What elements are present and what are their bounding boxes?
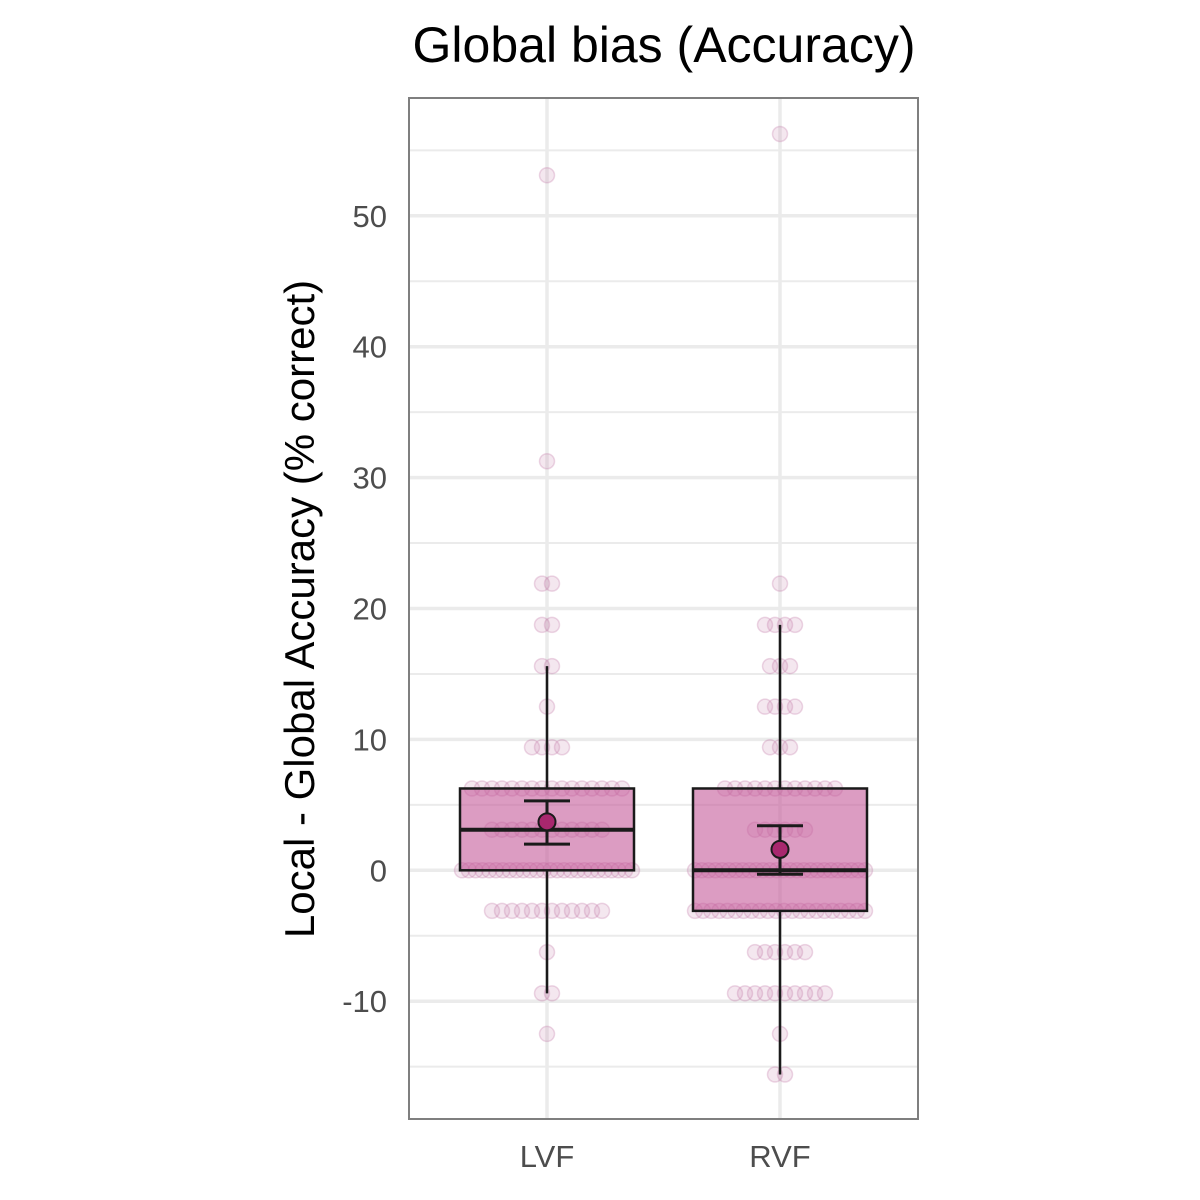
mean-markers: [524, 799, 803, 876]
data-point: [726, 985, 744, 1002]
data-point: [756, 616, 774, 634]
data-point: [513, 902, 531, 920]
data-point: [786, 985, 804, 1002]
boxes: [458, 624, 869, 1075]
data-point: [543, 616, 561, 634]
y-tick-label: -10: [342, 984, 387, 1019]
y-axis-label: Local - Global Accuracy (% correct): [276, 280, 323, 938]
data-point: [538, 1025, 556, 1043]
data-point: [573, 902, 591, 920]
data-point: [761, 657, 779, 675]
data-point: [786, 616, 804, 634]
data-point: [523, 739, 541, 756]
mean-point: [770, 839, 790, 859]
data-point: [563, 902, 581, 920]
data-point: [533, 575, 551, 592]
data-point: [543, 575, 561, 592]
data-point: [593, 902, 611, 920]
data-point: [493, 902, 511, 920]
data-point: [523, 902, 541, 920]
x-tick-label: LVF: [520, 1139, 575, 1174]
data-point: [816, 985, 834, 1002]
data-point: [756, 985, 774, 1002]
data-point: [746, 943, 764, 961]
jitter-points: [453, 125, 874, 1083]
data-point: [761, 739, 779, 756]
panel-border: [408, 97, 919, 1120]
y-tick-label: 20: [353, 592, 387, 627]
data-point: [781, 739, 799, 756]
data-point: [553, 739, 571, 756]
data-point: [538, 452, 556, 470]
chart-title: Global bias (Accuracy): [413, 17, 916, 73]
data-point: [756, 698, 774, 715]
data-point: [806, 985, 824, 1002]
x-tick-label: RVF: [749, 1139, 810, 1174]
x-tick-labels: LVF RVF: [520, 1139, 811, 1174]
data-point: [746, 985, 764, 1002]
data-point: [796, 985, 814, 1002]
data-point: [796, 943, 814, 961]
grid-lines: [409, 98, 918, 1119]
y-tick-labels: -10 0 10 20 30 40 50: [342, 199, 387, 1019]
data-point: [781, 657, 799, 675]
data-point: [771, 575, 789, 592]
mean-point: [537, 812, 557, 832]
data-point: [538, 166, 556, 184]
y-tick-label: 10: [353, 722, 387, 757]
data-point: [583, 902, 601, 920]
data-point: [483, 902, 501, 920]
data-point: [736, 985, 754, 1002]
data-point: [786, 698, 804, 715]
y-tick-label: 0: [370, 853, 387, 888]
data-point: [553, 902, 571, 920]
data-point: [786, 943, 804, 961]
y-tick-label: 50: [353, 199, 387, 234]
data-point: [503, 902, 521, 920]
data-point: [756, 943, 774, 961]
data-point: [533, 616, 551, 634]
data-point: [771, 125, 789, 143]
y-tick-label: 40: [353, 330, 387, 365]
y-tick-label: 30: [353, 461, 387, 496]
